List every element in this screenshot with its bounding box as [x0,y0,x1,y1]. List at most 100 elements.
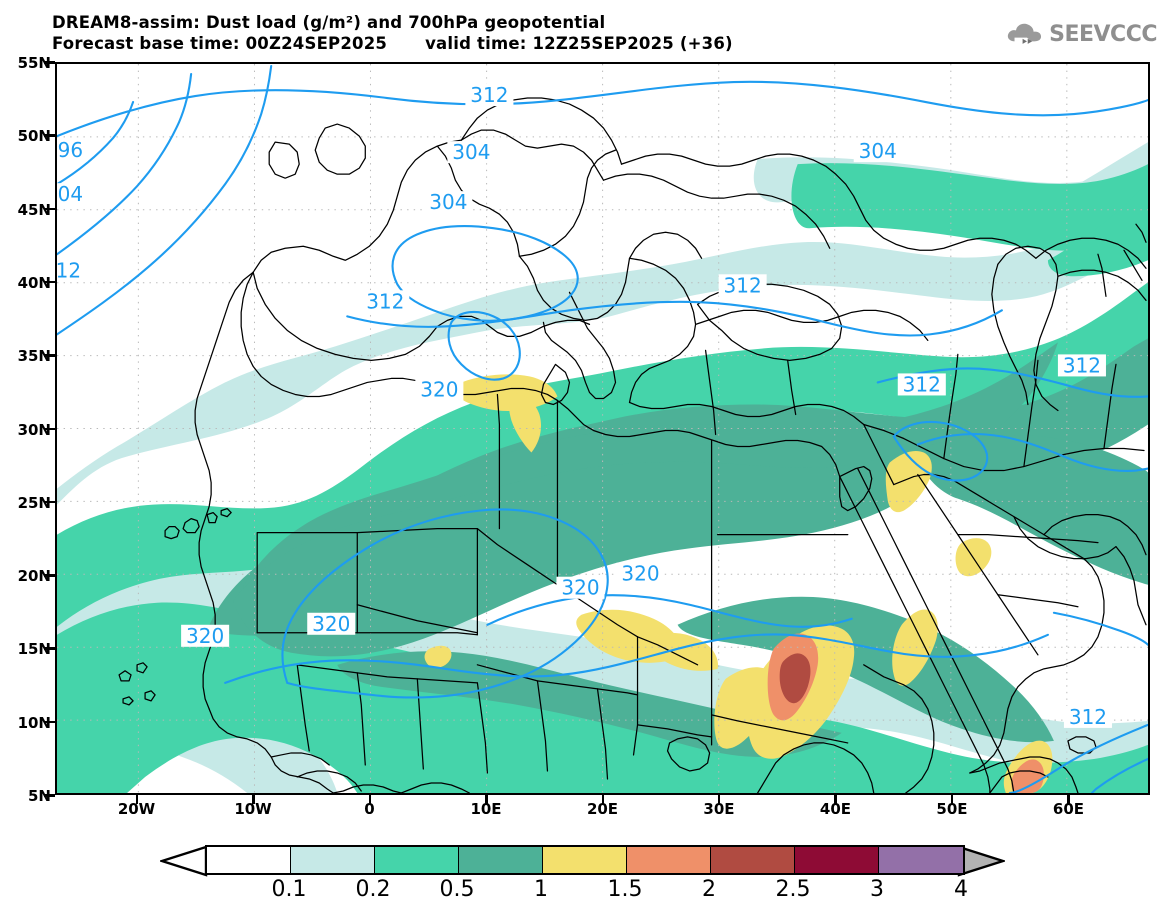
colorbar-bands [205,845,965,875]
x-axis-label: 60E [1052,800,1085,818]
contour-label-bg [897,373,946,396]
dust-load-contour-fill [57,142,1148,793]
forecast-base-time: Forecast base time: 00Z24SEP2025 [52,34,388,53]
x-axis-label: 10E [470,800,502,818]
colorbar-under-arrow [160,845,208,877]
colorbar-tick-label: 0.1 [271,877,307,902]
colorbar-over-arrow [957,845,1005,877]
colorbar-tick-label: 0.5 [439,877,475,902]
y-axis-tick [44,720,55,724]
y-axis-label: 50N [17,127,51,146]
y-axis-label: 30N [17,420,51,439]
y-axis-label: 35N [17,347,51,366]
colorbar-band [627,847,711,873]
contour-label: 296 [57,138,83,162]
y-axis-tick [44,280,55,284]
contour-label-bg [424,191,473,214]
chart-title: DREAM8-assim: Dust load (g/m²) and 700hP… [52,13,606,32]
seevccc-logo: SEEVCCC [1005,14,1157,54]
cloud-arrow-icon [1007,23,1042,45]
y-axis-tick [44,500,55,504]
chart-subtitle: Forecast base time: 00Z24SEP2025 valid t… [52,33,992,54]
coastlines-and-borders [118,97,1147,793]
y-axis-tick [44,427,55,430]
chart-header: DREAM8-assim: Dust load (g/m²) and 700hP… [52,12,992,54]
y-axis-tick [44,794,55,797]
colorbar-band [795,847,879,873]
contour-label: 312 [903,372,941,396]
x-axis-tick [601,795,604,804]
colorbar-tick-label: 1.5 [607,877,643,902]
x-axis-label: 0 [364,800,375,818]
colorbar-tick-label: 2.5 [775,877,811,902]
contour-label: 304 [859,139,897,163]
x-axis-label: 10W [234,800,272,818]
x-axis-label: 40E [819,800,852,818]
contour-label: 312 [724,273,762,297]
colorbar-band [207,847,291,873]
contour-label-bg [1063,705,1112,728]
y-axis-label: 25N [17,493,51,512]
contour-label: 320 [186,624,224,648]
y-axis-label: 5N [28,787,51,805]
y-axis-label: 45N [17,200,51,219]
contour-label-bg [853,140,902,163]
logo-text: SEEVCCC [1049,21,1157,47]
x-axis-tick [368,795,372,804]
y-axis-label: 10N [17,713,51,732]
y-axis-tick [44,134,55,137]
contour-label: 312 [366,289,404,313]
y-axis-tick [44,354,55,357]
contour-label-bg [361,290,410,313]
x-axis-tick [485,795,488,804]
geopotential-contour-lines [57,64,1148,793]
contour-label-group: 296 304 312 312 304 304 312 312 304 312 312 320 320 3… [57,83,1112,729]
y-axis-label: 20N [17,567,51,586]
contour-label-bg [1057,354,1106,377]
colorbar-band [543,847,627,873]
x-axis-label: 50E [936,800,968,818]
contour-label: 320 [561,576,599,600]
contour-label: 320 [621,562,659,586]
contour-label-bg [447,141,496,164]
map-gridlines [57,64,1148,793]
contour-label-bg [556,576,605,599]
contour-label: 304 [57,182,83,206]
y-axis-label: 15N [17,640,51,659]
contour-label: 312 [470,83,508,107]
contour-label-bg [465,84,514,107]
contour-label-bg [415,378,464,401]
contour-label: 304 [429,190,467,214]
contour-label-bg [616,562,665,585]
y-axis-tick [44,574,55,577]
contour-label-bg [718,274,767,297]
colorbar: 0.1 0.2 0.5 1 1.5 2 2.5 3 4 [160,845,1005,902]
x-axis-tick [950,795,954,804]
forecast-valid-time: valid time: 12Z25SEP2025 (+36) [425,34,733,53]
x-axis-label: 20E [586,800,619,818]
map-plot-area[interactable]: 296 304 312 312 304 304 312 312 304 312 312 320 320 3… [55,62,1150,795]
colorbar-tick-label: 2 [702,877,716,902]
contour-label: 320 [312,612,350,636]
contour-label: 320 [420,377,458,401]
colorbar-tick-label: 3 [870,877,884,902]
colorbar-tick-label: 4 [954,877,968,902]
colorbar-band [711,847,795,873]
contour-label-bg [181,624,230,647]
colorbar-band [375,847,459,873]
contour-label: 312 [1063,353,1101,377]
colorbar-tick-label: 0.2 [355,877,391,902]
contour-label-bg [57,183,89,206]
x-axis-tick [1067,795,1070,804]
x-axis-label: 20W [117,800,156,818]
y-axis-tick [44,207,55,211]
x-axis-tick [252,795,255,804]
y-axis-label: 55N [17,54,51,72]
colorbar-band [459,847,543,873]
x-axis-tick [717,795,721,804]
dust-load-map: 296 304 312 312 304 304 312 312 304 312 312 320 320 3… [57,64,1148,793]
x-axis-tick [135,795,139,804]
y-axis-label: 40N [17,273,51,292]
contour-label: 312 [1069,705,1107,729]
